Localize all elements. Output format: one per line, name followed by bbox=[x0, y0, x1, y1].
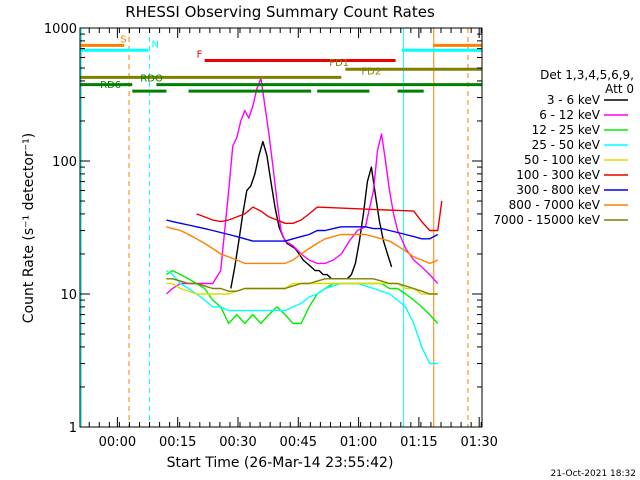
y-tick-label: 1000 bbox=[44, 22, 77, 37]
flag-label-s: S bbox=[120, 34, 126, 45]
footer-timestamp: 21-Oct-2021 18:32 bbox=[551, 469, 636, 479]
series-line-300-800keV bbox=[166, 219, 439, 242]
x-axis-label: Start Time (26-Mar-14 23:55:42) bbox=[167, 455, 394, 471]
flag-label-f: F bbox=[197, 49, 203, 60]
series-lines bbox=[165, 77, 443, 365]
flag-label-fd2: FD2 bbox=[361, 66, 381, 77]
series-line-3-6keV bbox=[230, 140, 393, 289]
plot-frame bbox=[79, 27, 483, 428]
legend-entry-label: 800 - 7000 keV bbox=[509, 198, 601, 212]
y-tick-label: 10 bbox=[60, 288, 77, 303]
x-tick-label: 01:30 bbox=[460, 435, 497, 450]
x-tick-label: 01:00 bbox=[340, 435, 377, 450]
legend-entry-label: 7000 - 15000 keV bbox=[493, 213, 600, 227]
series-line-7000-15000keV bbox=[166, 278, 438, 295]
y-axis-label: Count Rate (s⁻¹ detector⁻¹) bbox=[21, 133, 37, 323]
legend-entry-label: 300 - 800 keV bbox=[516, 183, 600, 197]
x-tick-label: 00:45 bbox=[280, 435, 317, 450]
series-line-800-7000keV bbox=[166, 226, 439, 265]
x-tick-label: 00:15 bbox=[159, 435, 196, 450]
legend-entry-label: 50 - 100 keV bbox=[524, 153, 601, 167]
legend-entry-label: 3 - 6 keV bbox=[547, 93, 601, 107]
x-tick-label: 00:30 bbox=[219, 435, 256, 450]
flag-label-fd1: FD1 bbox=[329, 58, 349, 69]
x-tick-label: 01:15 bbox=[400, 435, 437, 450]
flag-label-rdo: RDO bbox=[140, 74, 163, 85]
legend-entry-label: 25 - 50 keV bbox=[532, 138, 601, 152]
flag-bars bbox=[80, 43, 482, 93]
vertical-marker-lines bbox=[80, 28, 469, 427]
flag-label-n: N bbox=[152, 39, 159, 50]
series-line-12-25keV bbox=[166, 269, 439, 325]
legend-entry-label: 100 - 300 keV bbox=[516, 168, 600, 182]
x-axis: 00:00 00:15 00:30 00:45 01:00 01:15 01:30 bbox=[88, 28, 498, 450]
flag-labels: S N F FD1 FD2 RDO RD6 bbox=[100, 34, 381, 91]
legend-entry-label: 6 - 12 keV bbox=[539, 108, 601, 122]
series-line-100-300keV bbox=[196, 200, 443, 232]
legend-entry-label: 12 - 25 keV bbox=[532, 123, 601, 137]
series-line-6-12keV bbox=[165, 77, 439, 295]
legend-header: Att 0 bbox=[605, 82, 634, 96]
legend-header: Det 1,3,4,5,6,9, bbox=[540, 68, 634, 82]
y-tick-label: 100 bbox=[52, 155, 77, 170]
x-tick-label: 00:00 bbox=[99, 435, 136, 450]
y-tick-label: 1 bbox=[69, 421, 77, 436]
flag-label-rd6: RD6 bbox=[100, 80, 121, 91]
series-line-25-50keV bbox=[166, 270, 438, 365]
chart-title: RHESSI Observing Summary Count Rates bbox=[125, 3, 435, 21]
y-axis: 1 10 100 1000 bbox=[44, 22, 482, 436]
